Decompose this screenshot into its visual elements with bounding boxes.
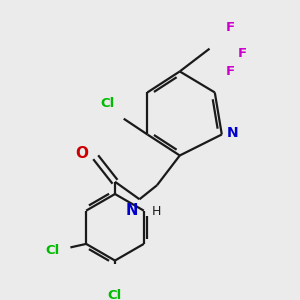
Text: Cl: Cl — [46, 244, 60, 257]
Text: F: F — [237, 47, 247, 60]
Text: F: F — [226, 65, 235, 78]
Text: Cl: Cl — [108, 289, 122, 300]
Text: N: N — [125, 203, 138, 218]
Text: O: O — [76, 146, 89, 161]
Text: H: H — [152, 205, 161, 218]
Text: N: N — [227, 126, 239, 140]
Text: F: F — [226, 21, 235, 34]
Text: Cl: Cl — [101, 97, 115, 110]
